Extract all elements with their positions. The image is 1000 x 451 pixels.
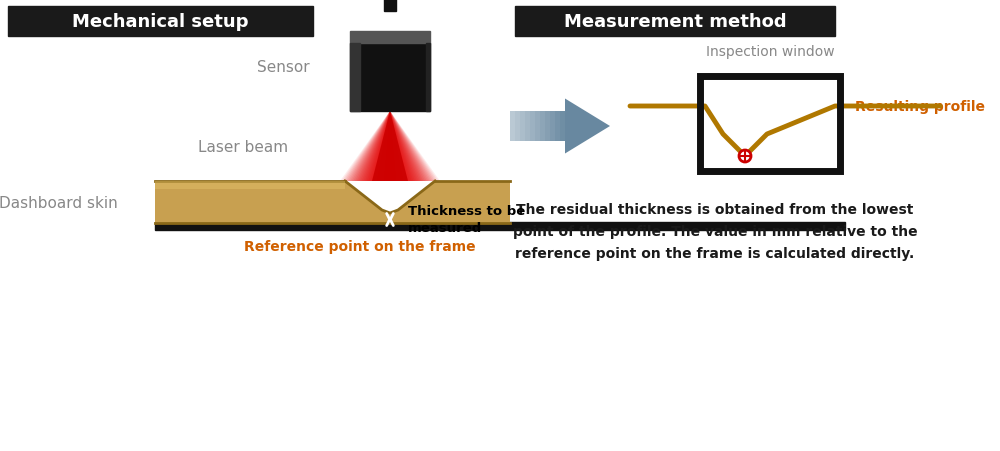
Polygon shape [353,112,427,182]
Polygon shape [388,112,392,182]
Bar [426,44,430,112]
Polygon shape [375,112,405,182]
Polygon shape [367,112,413,182]
Polygon shape [358,112,422,182]
Text: Reference point on the frame: Reference point on the frame [244,239,476,253]
Polygon shape [355,112,425,182]
Bar [545,112,550,142]
Bar [510,112,515,142]
Polygon shape [377,112,403,182]
Text: Resulting profile: Resulting profile [855,100,985,114]
Polygon shape [373,112,407,182]
Polygon shape [378,112,402,182]
Circle shape [739,151,751,163]
Polygon shape [347,112,433,182]
Bar [515,7,835,37]
Polygon shape [348,112,432,182]
Polygon shape [383,112,397,182]
Text: Dashboard skin: Dashboard skin [0,196,118,211]
Text: Sensor: Sensor [257,60,310,74]
Bar [540,112,545,142]
Text: Inspection window: Inspection window [706,45,834,59]
Polygon shape [357,112,423,182]
Text: Measurement method: Measurement method [564,13,786,31]
Polygon shape [342,112,438,182]
Polygon shape [385,112,395,182]
Text: The residual thickness is obtained from the lowest
point of the profile. The val: The residual thickness is obtained from … [513,203,917,260]
Polygon shape [363,112,417,182]
Polygon shape [340,112,440,182]
Bar [560,112,565,142]
Polygon shape [365,112,415,182]
Polygon shape [382,112,398,182]
Polygon shape [352,112,428,182]
Polygon shape [155,182,510,224]
Bar [525,112,530,142]
Polygon shape [345,112,435,182]
Polygon shape [380,112,400,182]
Polygon shape [360,112,420,182]
Bar [550,112,555,142]
Bar [535,112,540,142]
Polygon shape [350,112,430,182]
Polygon shape [510,99,610,154]
Text: Laser beam: Laser beam [198,139,288,154]
Polygon shape [370,112,410,182]
Bar [350,32,430,44]
Polygon shape [387,112,393,182]
Polygon shape [372,112,408,182]
Polygon shape [343,112,437,182]
Polygon shape [372,112,408,182]
Text: Thickness to be
measured: Thickness to be measured [408,205,525,235]
Text: Mechanical setup: Mechanical setup [72,13,248,31]
Polygon shape [155,182,345,189]
Bar [700,77,840,172]
Bar [520,112,525,142]
Bar [515,112,520,142]
Bar [565,112,570,142]
Bar [350,44,360,112]
Bar [350,44,430,112]
Bar [155,222,845,230]
Bar [384,0,396,12]
Polygon shape [368,112,412,182]
Bar [555,112,560,142]
Bar [530,112,535,142]
Polygon shape [362,112,418,182]
Bar [8,7,313,37]
